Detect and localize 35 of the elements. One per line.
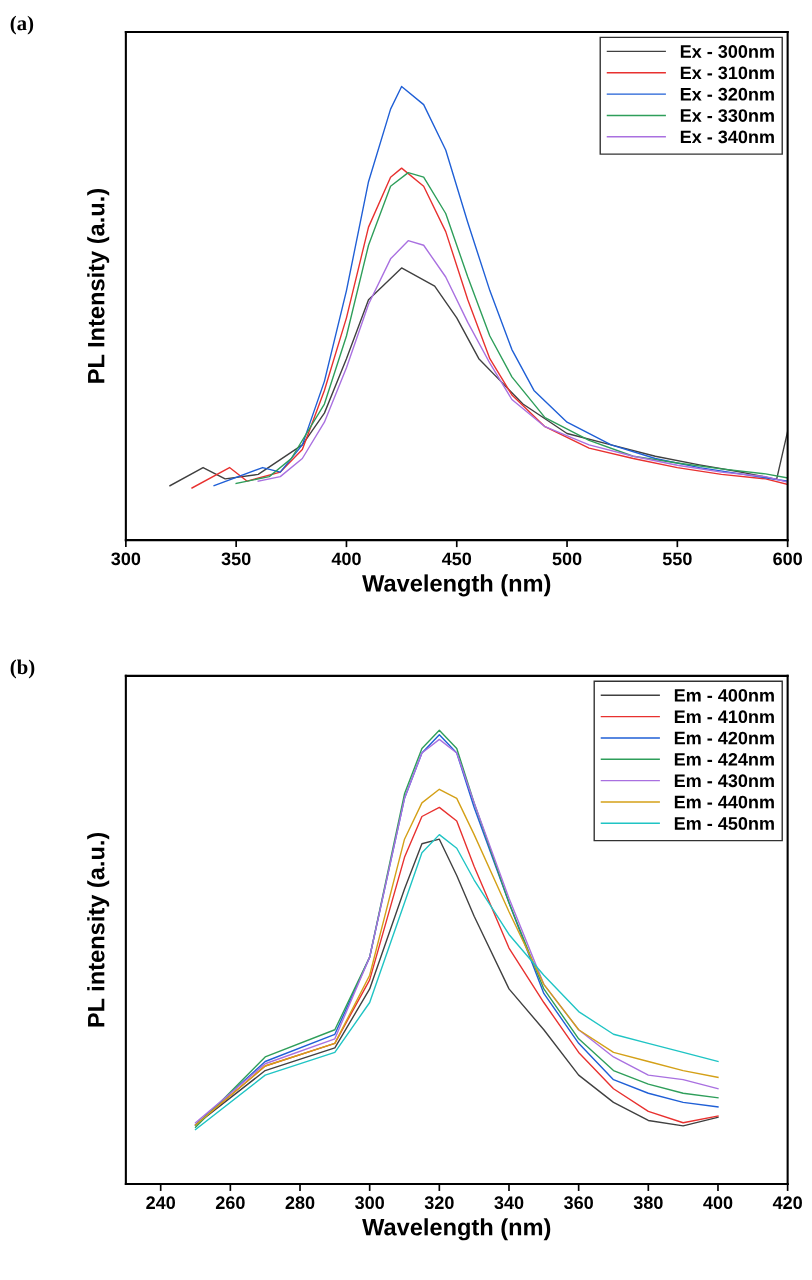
legend-label: Ex - 320nm (680, 87, 774, 101)
legend-label: Em - 420nm (674, 731, 774, 745)
x-axis-title: Wavelength (nm) (362, 574, 551, 597)
legend-label: Ex - 310nm (680, 66, 774, 80)
x-tick-label: 280 (285, 1196, 315, 1210)
x-tick-label: 360 (564, 1196, 593, 1210)
chart-title: (b) (10, 659, 35, 679)
y-axis-title: PL Intensity (a.u.) (87, 189, 110, 383)
x-tick-label: 500 (552, 552, 582, 566)
x-tick-label: 400 (331, 552, 361, 566)
y-axis-title: PL intensity (a.u.) (87, 832, 110, 1027)
x-tick-label: 300 (111, 552, 141, 566)
x-tick-label: 550 (662, 552, 692, 566)
x-tick-label: 420 (772, 1196, 802, 1210)
legend-label: Ex - 330nm (680, 109, 774, 122)
legend-label: Em - 450nm (674, 817, 774, 830)
legend-label: Ex - 340nm (680, 130, 774, 144)
x-tick-label: 450 (441, 552, 472, 566)
x-tick-label: 320 (424, 1196, 454, 1210)
x-tick-label: 260 (215, 1196, 245, 1210)
legend-label: Em - 400nm (674, 688, 774, 702)
legend-label: Em - 410nm (674, 710, 774, 724)
legend-label: Em - 424nm (674, 752, 774, 766)
x-tick-label: 300 (355, 1196, 384, 1210)
legend-label: Ex - 300nm (680, 45, 774, 58)
chart-title: (a) (10, 15, 34, 35)
x-tick-label: 380 (633, 1196, 663, 1210)
legend-label: Em - 430nm (674, 774, 774, 788)
x-tick-label: 340 (494, 1196, 524, 1210)
x-tick-label: 350 (221, 552, 251, 566)
x-tick-label: 600 (773, 552, 802, 566)
x-tick-label: 400 (703, 1196, 733, 1210)
x-axis-title: Wavelength (nm) (362, 1218, 551, 1241)
legend-label: Em - 440nm (674, 795, 774, 809)
x-tick-label: 240 (146, 1196, 176, 1210)
